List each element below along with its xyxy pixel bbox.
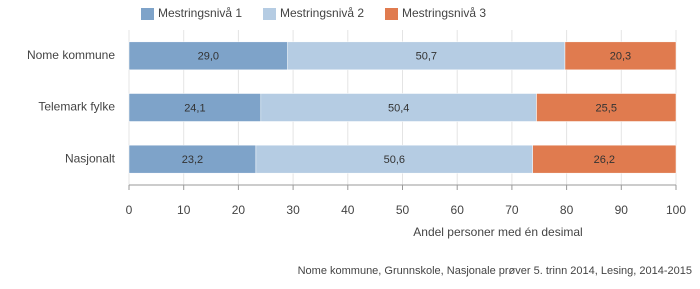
legend-swatch [141, 8, 154, 20]
x-tick-label: 50 [396, 203, 410, 217]
x-tick-label: 40 [341, 203, 355, 217]
bar-segment [128, 93, 262, 122]
legend-label: Mestringsnivå 2 [280, 6, 364, 20]
x-tick-label: 100 [666, 203, 686, 217]
legend-label: Mestringsnivå 1 [158, 6, 242, 20]
y-tick-label: Nome kommune [27, 48, 115, 62]
data-label: 23,2 [182, 154, 203, 166]
x-tick-label: 20 [232, 203, 246, 217]
bar-segment [536, 93, 677, 122]
x-tick-label: 30 [286, 203, 300, 217]
source-note: Nome kommune, Grunnskole, Nasjonale prøv… [298, 265, 692, 277]
y-tick-label: Telemark fylke [38, 100, 115, 114]
bar-segment [255, 144, 533, 174]
data-label: 20,3 [610, 51, 631, 63]
data-label: 24,1 [184, 102, 205, 114]
bar-segment [128, 144, 257, 174]
x-tick-label: 90 [615, 203, 629, 217]
x-axis-label: Andel personer med én desimal [413, 225, 582, 239]
x-tick-label: 70 [505, 203, 519, 217]
x-tick-label: 80 [560, 203, 574, 217]
bar-segment [128, 41, 288, 71]
y-tick-label: Nasjonalt [65, 151, 116, 165]
bar-segment [260, 93, 537, 122]
legend-swatch [385, 8, 398, 20]
data-label: 25,5 [596, 102, 617, 114]
data-label: 26,2 [594, 154, 615, 166]
x-tick-label: 60 [451, 203, 465, 217]
data-label: 50,6 [384, 154, 405, 166]
data-label: 50,7 [416, 51, 437, 63]
bar-segment [287, 41, 566, 71]
legend-swatch [263, 8, 276, 20]
x-tick-label: 10 [177, 203, 191, 217]
data-label: 50,4 [388, 102, 409, 114]
legend-label: Mestringsnivå 3 [402, 6, 486, 20]
bar-segment [564, 41, 677, 71]
x-tick-label: 0 [126, 203, 133, 217]
data-label: 29,0 [198, 51, 219, 63]
bar-segment [532, 144, 677, 174]
